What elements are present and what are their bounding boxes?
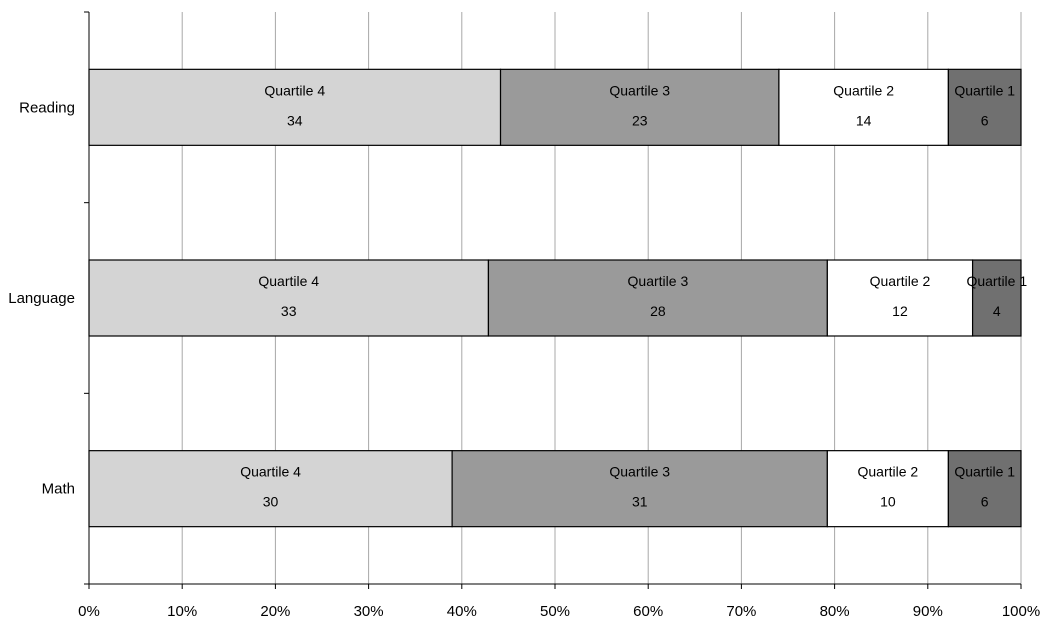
labels: 0% 10% 20% 30% 40% 50% 60% 70% 80% 90% 100% Reading…	[8, 82, 1040, 620]
x-tick-label: 20%	[260, 603, 290, 620]
segment-series-label: Quartile 2	[858, 464, 919, 480]
bar-segment	[451, 450, 828, 528]
segment-value-label: 30	[263, 494, 279, 510]
x-tick-label: 90%	[913, 603, 943, 620]
segment-series-label: Quartile 1	[954, 464, 1015, 480]
x-tick-label: 50%	[540, 603, 570, 620]
bars	[88, 68, 1022, 528]
bar-segment	[88, 450, 453, 528]
x-tick-label: 60%	[633, 603, 663, 620]
bar-segment	[947, 68, 1022, 146]
x-tick-label: 40%	[447, 603, 477, 620]
segment-value-label: 10	[880, 494, 896, 510]
segment-value-label: 12	[892, 303, 908, 319]
x-tick-label: 30%	[354, 603, 384, 620]
x-tick-label: 70%	[726, 603, 756, 620]
segment-series-label: Quartile 2	[833, 82, 894, 98]
category-label: Language	[8, 290, 75, 307]
x-tick-label: 10%	[167, 603, 197, 620]
bar-segment	[947, 450, 1022, 528]
segment-value-label: 14	[856, 112, 872, 128]
bar-segment	[826, 259, 974, 337]
segment-series-label: Quartile 4	[240, 464, 301, 480]
bar-segment	[778, 68, 949, 146]
segment-series-label: Quartile 4	[258, 273, 319, 289]
segment-series-label: Quartile 1	[966, 273, 1027, 289]
category-label: Math	[42, 481, 75, 498]
bar-segment	[971, 259, 1022, 337]
segment-series-label: Quartile 4	[264, 82, 325, 98]
bar-segment	[88, 259, 490, 337]
bar-segment	[88, 68, 502, 146]
category-label: Reading	[19, 99, 75, 116]
segment-value-label: 33	[281, 303, 297, 319]
segment-series-label: Quartile 3	[609, 82, 670, 98]
segment-series-label: Quartile 2	[870, 273, 931, 289]
x-tick-label: 80%	[820, 603, 850, 620]
x-tick-label: 0%	[78, 603, 100, 620]
segment-value-label: 28	[650, 303, 666, 319]
bar-segment	[487, 259, 828, 337]
segment-series-label: Quartile 3	[628, 273, 689, 289]
bar-segment	[499, 68, 780, 146]
segment-value-label: 34	[287, 112, 303, 128]
segment-value-label: 23	[632, 112, 648, 128]
segment-value-label: 6	[981, 112, 989, 128]
segment-series-label: Quartile 1	[954, 82, 1015, 98]
segment-value-label: 4	[993, 303, 1001, 319]
segment-value-label: 31	[632, 494, 648, 510]
segment-series-label: Quartile 3	[609, 464, 670, 480]
bar-segment	[826, 450, 949, 528]
x-tick-label: 100%	[1002, 603, 1040, 620]
segment-value-label: 6	[981, 494, 989, 510]
